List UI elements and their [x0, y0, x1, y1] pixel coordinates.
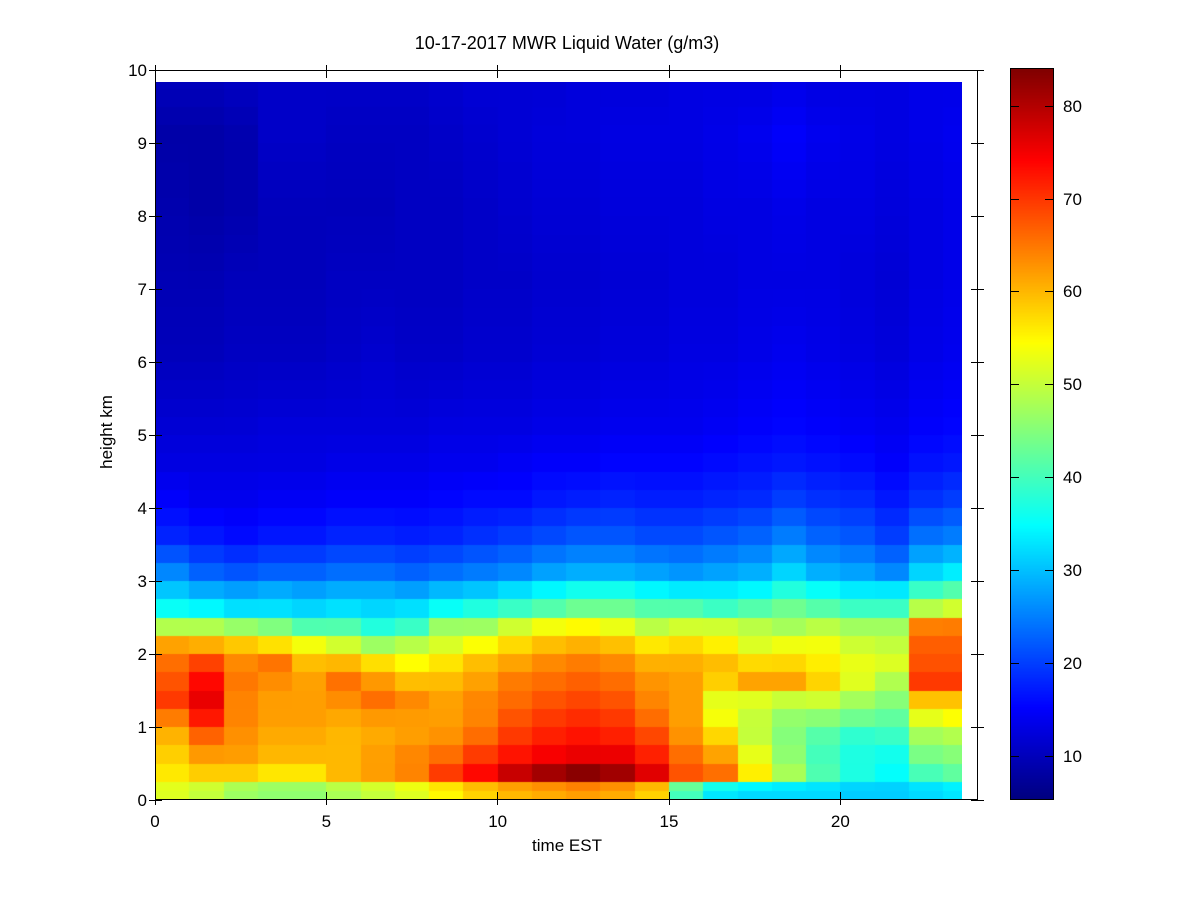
x-tick-mark-top: [325, 65, 327, 78]
y-tick-mark: [149, 799, 162, 801]
y-tick-label: 5: [137, 425, 147, 445]
y-tick-mark-right: [971, 580, 984, 582]
x-tick-mark: [839, 792, 841, 805]
y-tick-mark: [149, 142, 162, 144]
colorbar-tick-mark-left: [1011, 105, 1019, 107]
x-tick-mark-top: [668, 65, 670, 78]
y-tick-mark-right: [971, 288, 984, 290]
y-tick-mark-right: [971, 361, 984, 363]
colorbar-tick-mark-right: [1045, 291, 1053, 293]
y-tick-mark-right: [971, 69, 984, 71]
x-tick-label: 20: [830, 812, 850, 831]
y-tick-mark-right: [971, 799, 984, 801]
y-tick-mark: [149, 653, 162, 655]
colorbar-tick-mark-left: [1011, 755, 1019, 757]
colorbar-tick-label: 20: [1063, 653, 1082, 673]
x-tick-mark: [154, 792, 156, 805]
colorbar-tick-mark-left: [1011, 384, 1019, 386]
y-tick-mark: [149, 288, 162, 290]
x-tick-label: 0: [150, 812, 160, 831]
x-tick-label: 10: [488, 812, 508, 831]
colorbar-tick-label: 10: [1063, 746, 1082, 766]
x-tick-mark-top: [497, 65, 499, 78]
colorbar-tick-mark-right: [1045, 477, 1053, 479]
x-axis-label: time EST: [532, 836, 602, 855]
colorbar-tick-mark-left: [1011, 570, 1019, 572]
x-tick-mark: [325, 792, 327, 805]
y-tick-mark-right: [971, 507, 984, 509]
y-tick-mark-right: [971, 215, 984, 217]
y-tick-label: 8: [137, 206, 147, 226]
y-tick-label: 0: [137, 790, 147, 810]
heatmap-plot: [155, 82, 962, 800]
colorbar-tick-label: 30: [1063, 561, 1082, 581]
x-tick-mark: [497, 792, 499, 805]
x-tick-mark-top: [154, 65, 156, 78]
x-tick-mark: [668, 792, 670, 805]
y-tick-mark: [149, 726, 162, 728]
y-tick-mark: [149, 434, 162, 436]
colorbar-tick-label: 40: [1063, 468, 1082, 488]
colorbar-tick-label: 70: [1063, 189, 1082, 209]
y-tick-label: 1: [137, 717, 147, 737]
colorbar-tick-mark-right: [1045, 198, 1053, 200]
y-tick-mark: [149, 507, 162, 509]
y-tick-label: 10: [128, 60, 147, 80]
y-tick-label: 9: [137, 133, 147, 153]
y-tick-mark-right: [971, 726, 984, 728]
colorbar-tick-mark-right: [1045, 570, 1053, 572]
colorbar-tick-label: 50: [1063, 375, 1082, 395]
colorbar-tick-mark-right: [1045, 662, 1053, 664]
x-tick-label: 5: [321, 812, 332, 831]
y-tick-label: 7: [137, 279, 147, 299]
colorbar-tick-mark-right: [1045, 755, 1053, 757]
y-tick-mark: [149, 580, 162, 582]
y-tick-label: 3: [137, 571, 147, 591]
y-tick-label: 4: [137, 498, 147, 518]
y-tick-label: 6: [137, 352, 147, 372]
y-tick-mark: [149, 69, 162, 71]
x-tick-label: 15: [659, 812, 679, 831]
y-tick-mark: [149, 361, 162, 363]
colorbar-tick-mark-right: [1045, 105, 1053, 107]
colorbar-tick-label: 60: [1063, 282, 1082, 302]
colorbar-tick-label: 80: [1063, 96, 1082, 116]
colorbar-tick-mark-left: [1011, 662, 1019, 664]
colorbar-tick-mark-left: [1011, 477, 1019, 479]
y-tick-mark: [149, 215, 162, 217]
chart-title: 10-17-2017 MWR Liquid Water (g/m3): [414, 33, 720, 53]
y-tick-mark-right: [971, 653, 984, 655]
colorbar-tick-mark-left: [1011, 291, 1019, 293]
y-tick-mark-right: [971, 434, 984, 436]
x-tick-mark-top: [839, 65, 841, 78]
colorbar-tick-mark-left: [1011, 198, 1019, 200]
y-tick-mark-right: [971, 142, 984, 144]
y-tick-label: 2: [137, 644, 147, 664]
colorbar: [1011, 69, 1053, 799]
colorbar-tick-mark-right: [1045, 384, 1053, 386]
